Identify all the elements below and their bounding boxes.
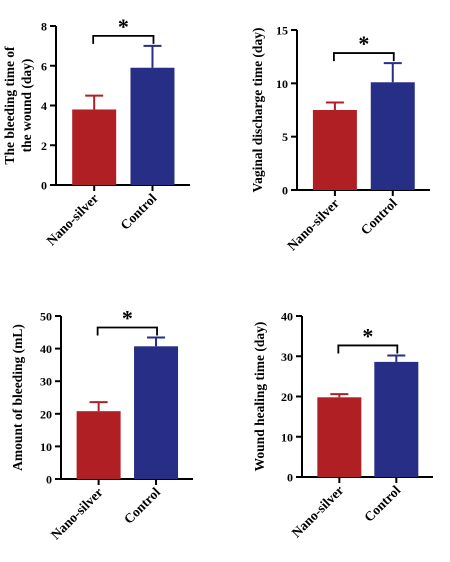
y-tick-label: 20: [40, 407, 52, 421]
x-category-label: Control: [361, 482, 403, 524]
y-axis-title: Wound healing time (day): [252, 322, 267, 472]
significance-marker: *: [358, 31, 369, 56]
y-tick-label: 6: [41, 59, 47, 73]
significance-marker: *: [362, 323, 373, 348]
y-tick-label: 2: [41, 139, 47, 153]
y-tick-label: 10: [281, 430, 293, 444]
significance-marker: *: [122, 306, 133, 331]
x-category-label: Control: [117, 190, 159, 232]
y-tick-label: 10: [276, 77, 288, 91]
bar-nano-silver: [317, 397, 362, 477]
y-axis-title: Amount of bleeding (mL): [10, 324, 25, 471]
x-category-label: Nano-silver: [44, 191, 102, 249]
y-tick-label: 20: [281, 390, 293, 404]
y-tick-label: 4: [41, 99, 47, 113]
significance-bracket: [96, 326, 158, 336]
y-tick-label: 0: [287, 471, 293, 485]
bar-control: [130, 67, 175, 185]
y-tick-label: 30: [281, 350, 293, 364]
significance-marker: *: [118, 14, 129, 39]
bar-control: [374, 361, 419, 477]
bar-control: [134, 346, 179, 479]
y-tick-label: 30: [40, 375, 52, 389]
y-tick-label: 8: [41, 20, 47, 34]
significance-bracket: [333, 52, 395, 62]
bar-nano-silver: [312, 110, 357, 190]
significance-bracket: [92, 34, 155, 44]
y-tick-label: 5: [282, 130, 288, 144]
y-tick-label: 40: [40, 342, 52, 356]
x-category-label: Control: [358, 195, 400, 237]
y-axis-title: the wound (day): [19, 59, 34, 153]
chart-panel-2: 0 5 10 15 Nano-silver Control * Vaginal dischar…: [250, 24, 430, 254]
y-axis-title: The bleeding time of: [2, 46, 17, 165]
y-tick-label: 10: [40, 440, 52, 454]
x-category-label: Nano-silver: [289, 483, 347, 541]
x-category-label: Nano-silver: [48, 485, 106, 543]
bar-nano-silver: [72, 109, 117, 185]
y-tick-label: 40: [281, 310, 293, 324]
y-tick-label: 0: [46, 473, 52, 487]
y-axis-title: Vaginal discharge time (day): [250, 28, 265, 193]
bar-control: [370, 82, 415, 190]
y-tick-label: 0: [41, 179, 47, 193]
y-tick-label: 0: [282, 184, 288, 198]
significance-bracket: [337, 344, 399, 354]
chart-panel-3: 0 10 20 30 40 50 Nano-silver Control * Amount of …: [10, 306, 193, 543]
x-category-label: Nano-silver: [284, 196, 342, 254]
chart-panel-1: 0 2 4 6 8 Nano-silver Control * The bleeding tim…: [2, 14, 190, 248]
bar-nano-silver: [76, 411, 121, 479]
x-category-label: Control: [121, 484, 163, 526]
chart-panel-4: 0 10 20 30 40 Nano-silver Control * Wound healin…: [252, 310, 433, 541]
y-tick-label: 15: [276, 24, 288, 38]
y-tick-label: 50: [40, 310, 52, 324]
